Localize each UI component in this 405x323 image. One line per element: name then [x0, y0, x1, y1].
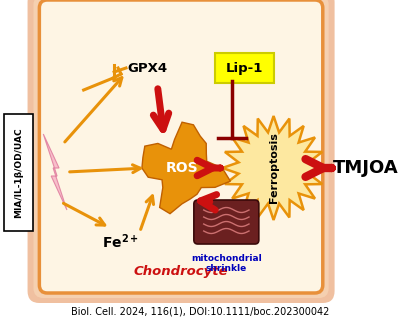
Text: $\mathbf{Fe^{2+}}$: $\mathbf{Fe^{2+}}$ — [101, 233, 138, 251]
Text: Lip-1: Lip-1 — [225, 61, 262, 75]
Text: ROS: ROS — [165, 161, 198, 175]
Text: GPX4: GPX4 — [127, 61, 167, 75]
Polygon shape — [43, 134, 67, 210]
Text: Biol. Cell. 2024, 116(1), DOI:10.1111/boc.202300042: Biol. Cell. 2024, 116(1), DOI:10.1111/bo… — [70, 307, 328, 317]
FancyBboxPatch shape — [214, 53, 273, 83]
Polygon shape — [142, 122, 230, 214]
FancyBboxPatch shape — [39, 0, 322, 293]
FancyBboxPatch shape — [4, 114, 33, 231]
Text: Chondrocyte: Chondrocyte — [133, 265, 228, 277]
Text: mitochondrial
shrinkle: mitochondrial shrinkle — [190, 254, 261, 273]
FancyBboxPatch shape — [33, 0, 328, 298]
Text: TMJOA: TMJOA — [333, 159, 398, 177]
Text: MIA/IL-1β/OD/UAC: MIA/IL-1β/OD/UAC — [14, 127, 23, 218]
FancyBboxPatch shape — [193, 200, 258, 244]
FancyBboxPatch shape — [28, 0, 334, 303]
Polygon shape — [222, 116, 324, 220]
Text: Ferroptosis: Ferroptosis — [268, 132, 278, 203]
